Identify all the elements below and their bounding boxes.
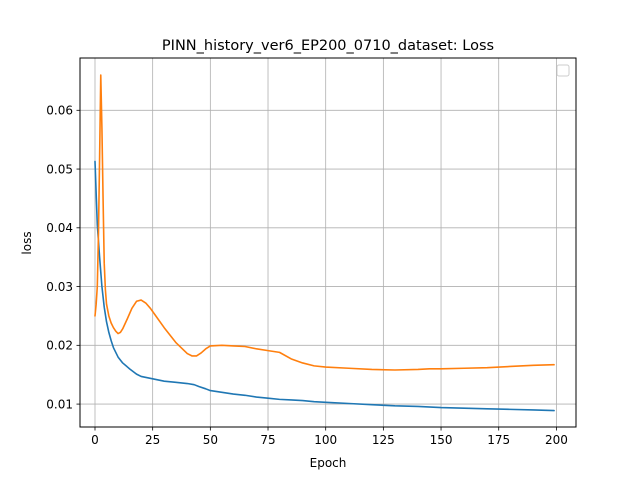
y-tick-label: 0.06	[46, 104, 73, 118]
y-tick-label: 0.03	[46, 280, 73, 294]
x-tick-label: 100	[314, 433, 337, 447]
x-axis-label: Epoch	[310, 456, 347, 470]
grid	[80, 58, 576, 427]
x-tick-label: 0	[91, 433, 99, 447]
chart-title: PINN_history_ver6_EP200_0710_dataset: Lo…	[162, 38, 494, 54]
series-line-2	[94, 74, 555, 371]
y-tick-label: 0.02	[46, 339, 73, 353]
series-line-1	[94, 160, 555, 412]
y-tick-label: 0.01	[46, 397, 73, 411]
series-group	[94, 74, 555, 412]
x-tick-label: 75	[260, 433, 275, 447]
x-tick-label: 200	[545, 433, 568, 447]
legend-box	[556, 64, 570, 77]
y-tick-label: 0.04	[46, 221, 73, 235]
x-tick-label: 50	[203, 433, 218, 447]
x-tick-label: 25	[145, 433, 160, 447]
plot-frame	[79, 57, 577, 428]
x-tick-label: 175	[487, 433, 510, 447]
x-tick-label: 150	[430, 433, 453, 447]
ticks: 0 25 50 75 100 125 150 175 200 0.01 0.02 0.03 0.04 0.…	[46, 104, 568, 447]
y-axis-label: loss	[20, 231, 34, 254]
x-tick-label: 125	[372, 433, 395, 447]
y-tick-label: 0.05	[46, 162, 73, 176]
